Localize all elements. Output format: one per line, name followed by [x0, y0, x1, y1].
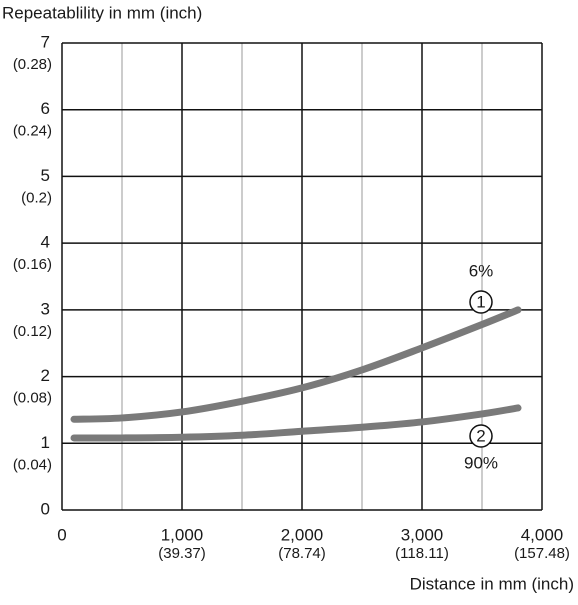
y-tick-sublabel: (0.2)	[21, 189, 52, 206]
x-axis-label: Distance in mm (inch)	[410, 574, 574, 593]
label-circle	[469, 290, 493, 314]
x-tick-sublabel: (78.74)	[278, 545, 326, 562]
x-tick-label: 2,000	[281, 525, 324, 544]
series-note: 6%	[469, 261, 494, 280]
x-tick-label: 0	[57, 525, 66, 544]
x-tick-label: 1,000	[161, 525, 204, 544]
y-tick-sublabel: (0.28)	[13, 56, 52, 73]
y-tick-sublabel: (0.04)	[13, 456, 52, 473]
series-label: 1	[476, 292, 485, 311]
y-tick-sublabel: (0.08)	[13, 390, 52, 407]
y-tick-label: 1	[41, 433, 50, 452]
y-tick-label: 2	[41, 366, 50, 385]
y-tick-sublabel: (0.12)	[13, 323, 52, 340]
series-note: 90%	[464, 453, 498, 472]
y-tick-label: 3	[41, 299, 50, 318]
chart-title: Repeatablility in mm (inch)	[2, 3, 202, 22]
x-tick-sublabel: (118.11)	[395, 545, 449, 562]
x-tick-label: 4,000	[521, 525, 564, 544]
y-tick-sublabel: (0.16)	[13, 256, 52, 273]
y-tick-sublabel: (0.24)	[13, 123, 52, 140]
y-tick-label: 4	[41, 233, 50, 252]
label-circle	[469, 424, 493, 448]
series-label: 2	[476, 426, 485, 445]
y-tick-label: 5	[41, 166, 50, 185]
x-tick-sublabel: (39.37)	[158, 545, 206, 562]
x-tick-sublabel: (157.48)	[514, 545, 570, 562]
curve	[70, 404, 522, 442]
y-tick-label: 0	[41, 499, 50, 518]
curve	[70, 306, 522, 423]
x-tick-label: 3,000	[401, 525, 444, 544]
y-tick-label: 7	[41, 32, 50, 51]
y-tick-label: 6	[41, 99, 50, 118]
